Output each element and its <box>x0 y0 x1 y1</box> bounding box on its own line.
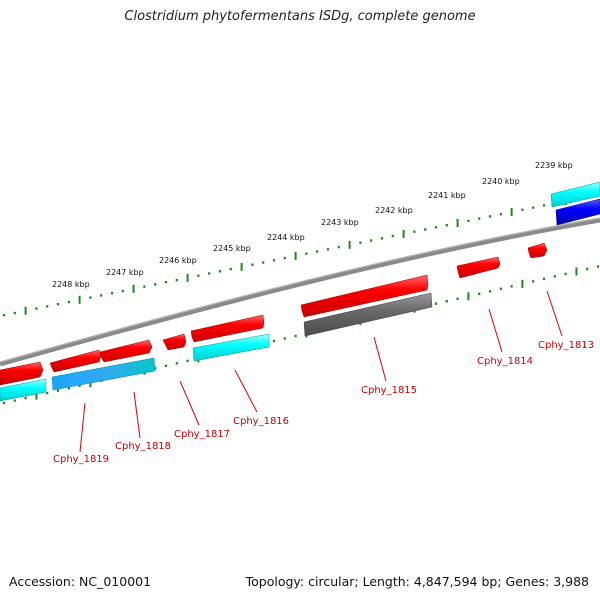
scale-label-2242: 2242 kbp <box>375 206 413 215</box>
gene-arrow-left-edge[interactable] <box>0 361 44 386</box>
scale-label-2244: 2244 kbp <box>267 233 305 242</box>
gene-label-1814[interactable]: Cphy_1814 <box>477 356 533 367</box>
accession-text: Accession: NC_010001 <box>9 574 152 589</box>
scale-label-2248: 2248 kbp <box>52 280 90 289</box>
scale-labels: 2248 kbp 2247 kbp 2246 kbp 2245 kbp 2244… <box>52 161 573 289</box>
gene-arrow-1814[interactable] <box>456 256 501 279</box>
gray-feature-1815[interactable] <box>303 292 433 337</box>
gene-arrow-1818[interactable] <box>99 339 153 363</box>
genome-summary-text: Topology: circular; Length: 4,847,594 bp… <box>245 574 589 589</box>
cyan-feature-left-edge[interactable] <box>0 378 47 402</box>
label-leaders <box>79 290 563 453</box>
cyan-feature-right-edge[interactable] <box>550 181 600 208</box>
genome-backbone <box>0 217 600 367</box>
gene-arrow-1819[interactable] <box>49 349 102 373</box>
leader-1814 <box>488 308 503 353</box>
forward-genes <box>0 242 548 386</box>
scale-label-2240: 2240 kbp <box>482 177 520 186</box>
gene-labels: Cphy_1819 Cphy_1818 Cphy_1817 Cphy_1816 … <box>53 340 594 465</box>
scale-label-2239: 2239 kbp <box>535 161 573 170</box>
scale-label-2246: 2246 kbp <box>159 256 197 265</box>
gene-arrow-1816[interactable] <box>190 314 265 343</box>
scale-label-2241: 2241 kbp <box>428 191 466 200</box>
leader-1813 <box>546 290 563 337</box>
gene-label-1819[interactable]: Cphy_1819 <box>53 454 109 465</box>
mixed-feature-1819-1818[interactable] <box>51 357 156 391</box>
blue-feature-right-edge[interactable] <box>555 198 600 226</box>
leader-1815 <box>373 336 387 382</box>
gene-arrow-1813[interactable] <box>527 242 548 259</box>
leader-1819 <box>79 402 86 453</box>
gene-label-1813[interactable]: Cphy_1813 <box>538 340 594 351</box>
gene-label-1818[interactable]: Cphy_1818 <box>115 441 171 452</box>
gene-label-1817[interactable]: Cphy_1817 <box>174 429 230 440</box>
leader-1817 <box>179 380 200 426</box>
gene-arrow-1815[interactable] <box>300 274 429 318</box>
scale-label-2243: 2243 kbp <box>321 218 359 227</box>
cyan-feature-1816[interactable] <box>192 333 270 362</box>
map-title: Clostridium phytofermentans ISDg, comple… <box>124 9 476 24</box>
gene-label-1816[interactable]: Cphy_1816 <box>233 416 289 427</box>
gene-label-1815[interactable]: Cphy_1815 <box>361 385 417 396</box>
gene-arrow-1817[interactable] <box>162 333 187 351</box>
leader-1818 <box>133 391 141 439</box>
scale-label-2247: 2247 kbp <box>106 268 144 277</box>
feature-track <box>0 181 600 402</box>
genome-backbone-highlight <box>0 217 600 363</box>
outer-scale-ticks <box>2 193 600 317</box>
leader-1816 <box>234 369 258 413</box>
scale-label-2245: 2245 kbp <box>213 244 251 253</box>
